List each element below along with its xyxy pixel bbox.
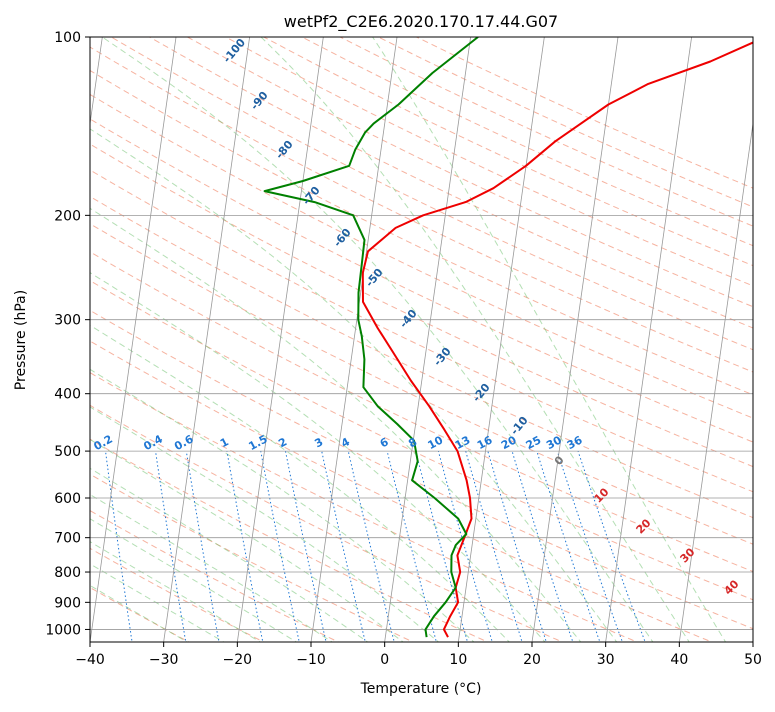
x-tick-label: 50 xyxy=(744,652,762,668)
chart-title: wetPf2_C2E6.2020.170.17.44.G07 xyxy=(284,12,558,32)
x-tick-label: −10 xyxy=(296,652,326,668)
x-tick-label: −20 xyxy=(223,652,253,668)
x-tick-label: 30 xyxy=(597,652,615,668)
y-tick-label: 800 xyxy=(54,565,81,581)
x-tick-label: −30 xyxy=(149,652,179,668)
y-tick-label: 700 xyxy=(54,531,81,547)
x-tick-label: 0 xyxy=(380,652,389,668)
y-tick-label: 100 xyxy=(54,30,81,46)
y-tick-label: 300 xyxy=(54,313,81,329)
x-tick-label: −40 xyxy=(75,652,105,668)
y-axis-label: Pressure (hPa) xyxy=(13,290,29,390)
y-tick-label: 500 xyxy=(54,444,81,460)
y-tick-label: 1000 xyxy=(45,622,81,638)
x-tick-label: 10 xyxy=(449,652,467,668)
y-tick-label: 400 xyxy=(54,387,81,403)
x-tick-label: 20 xyxy=(523,652,541,668)
y-tick-label: 600 xyxy=(54,491,81,507)
y-tick-label: 900 xyxy=(54,595,81,611)
x-axis-label: Temperature (°C) xyxy=(360,681,482,697)
y-tick-label: 200 xyxy=(54,208,81,224)
x-tick-label: 40 xyxy=(670,652,688,668)
